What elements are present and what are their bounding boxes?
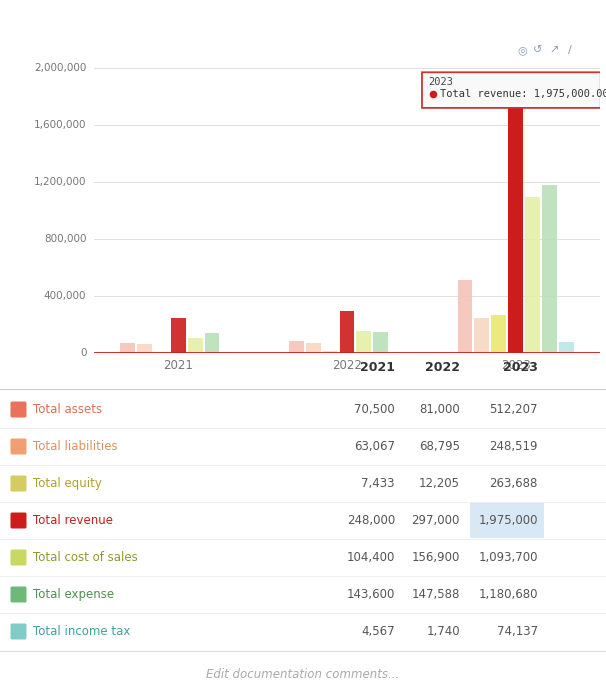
Text: 68,795: 68,795 <box>419 440 460 453</box>
Bar <box>508 71 523 353</box>
Text: 147,588: 147,588 <box>411 588 460 601</box>
Text: 1,600,000: 1,600,000 <box>34 120 87 130</box>
Text: 248,000: 248,000 <box>347 514 395 527</box>
Text: 2022: 2022 <box>425 361 460 374</box>
Text: 12,205: 12,205 <box>419 477 460 490</box>
Bar <box>525 197 540 353</box>
Bar <box>154 352 169 353</box>
Bar <box>137 344 152 353</box>
Text: 1,975,000: 1,975,000 <box>479 514 538 527</box>
Text: ◎: ◎ <box>517 46 527 56</box>
Text: 104,400: 104,400 <box>347 551 395 564</box>
Text: 1,740: 1,740 <box>427 625 460 638</box>
Bar <box>559 342 574 353</box>
Text: Total expense: Total expense <box>33 588 114 601</box>
Text: 400,000: 400,000 <box>44 291 87 301</box>
Text: Total income tax: Total income tax <box>33 625 130 638</box>
Text: ↺: ↺ <box>533 46 543 56</box>
FancyBboxPatch shape <box>10 475 27 491</box>
Text: 156,900: 156,900 <box>411 551 460 564</box>
Text: 1,093,700: 1,093,700 <box>479 551 538 564</box>
Bar <box>491 316 506 353</box>
Text: 297,000: 297,000 <box>411 514 460 527</box>
Text: /: / <box>568 46 572 56</box>
Text: 143,600: 143,600 <box>347 588 395 601</box>
FancyBboxPatch shape <box>10 512 27 529</box>
Text: 4,567: 4,567 <box>361 625 395 638</box>
Text: ↗: ↗ <box>549 46 559 56</box>
Text: 2021: 2021 <box>360 361 395 374</box>
Text: 81,000: 81,000 <box>419 403 460 416</box>
Text: Total revenue: Total revenue <box>33 514 113 527</box>
Bar <box>205 332 219 353</box>
Text: 63,067: 63,067 <box>354 440 395 453</box>
Text: 2023: 2023 <box>503 361 538 374</box>
Bar <box>373 332 388 353</box>
Bar <box>322 351 338 353</box>
Bar <box>289 341 304 353</box>
Text: 1,200,000: 1,200,000 <box>34 177 87 187</box>
FancyBboxPatch shape <box>10 586 27 602</box>
Bar <box>356 330 371 353</box>
Text: Overall: Overall <box>10 43 72 58</box>
Text: 2,000,000: 2,000,000 <box>34 63 87 73</box>
Text: Total revenue: 1,975,000.00: Total revenue: 1,975,000.00 <box>440 90 606 99</box>
Text: 7,433: 7,433 <box>362 477 395 490</box>
Bar <box>188 338 202 353</box>
Bar <box>306 344 321 353</box>
FancyBboxPatch shape <box>422 72 601 108</box>
Text: 263,688: 263,688 <box>490 477 538 490</box>
Bar <box>470 503 544 538</box>
Text: 2023: 2023 <box>428 76 453 87</box>
Text: Edit documentation comments...: Edit documentation comments... <box>207 668 399 681</box>
Text: 512,207: 512,207 <box>490 403 538 416</box>
Bar <box>120 343 135 353</box>
Bar <box>339 311 355 353</box>
Text: 1,180,680: 1,180,680 <box>479 588 538 601</box>
Text: Total equity: Total equity <box>33 477 102 490</box>
Bar <box>458 280 473 353</box>
Bar <box>171 318 185 353</box>
FancyBboxPatch shape <box>10 402 27 418</box>
Text: 800,000: 800,000 <box>44 234 87 244</box>
Text: 248,519: 248,519 <box>490 440 538 453</box>
FancyBboxPatch shape <box>10 439 27 455</box>
Text: Total cost of sales: Total cost of sales <box>33 551 138 564</box>
Text: Total assets: Total assets <box>33 403 102 416</box>
Text: 0: 0 <box>80 348 87 358</box>
FancyBboxPatch shape <box>10 623 27 639</box>
Bar <box>542 185 557 353</box>
Text: Total liabilities: Total liabilities <box>33 440 118 453</box>
Text: 70,500: 70,500 <box>355 403 395 416</box>
Text: 74,137: 74,137 <box>497 625 538 638</box>
FancyBboxPatch shape <box>10 550 27 566</box>
Bar <box>474 318 489 353</box>
